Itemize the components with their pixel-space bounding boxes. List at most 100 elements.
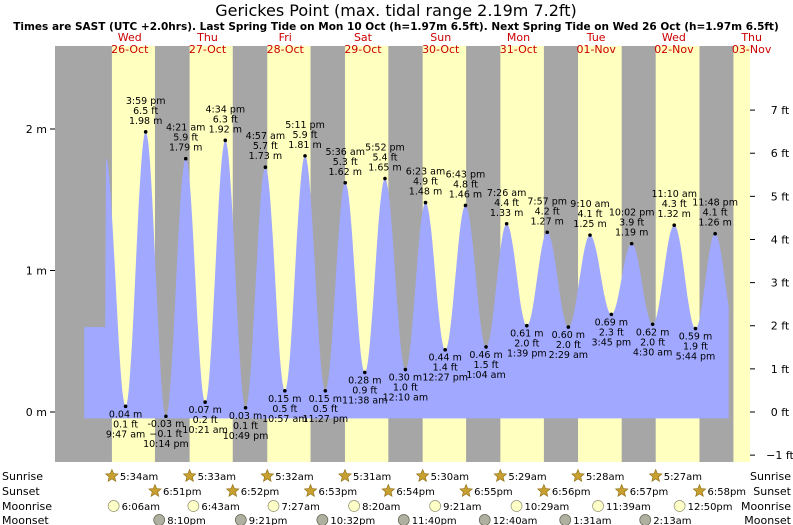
sun-icon <box>260 468 275 482</box>
moon-icon <box>397 514 410 525</box>
sunset-event: 6:58pm <box>692 483 746 498</box>
moon-icon <box>234 514 247 525</box>
tide-point <box>463 203 468 208</box>
tide-label-line: 11:38 am <box>342 395 387 406</box>
moonrise-time: 10:29am <box>525 502 570 513</box>
tide-label-line: 1.0 ft <box>393 383 418 394</box>
tide-point <box>223 138 228 143</box>
day-date-label: 29-Oct <box>344 43 382 56</box>
sunrise-event: 5:29am <box>493 468 547 483</box>
sunrise-time: 5:28am <box>586 472 624 483</box>
moonrise-time: 7:27am <box>282 502 320 513</box>
sunrise-time: 5:27am <box>664 472 702 483</box>
tide-label-line: 10:57 am <box>262 414 307 425</box>
tide-point <box>504 222 509 226</box>
moon-icon <box>429 500 441 512</box>
right-axis-label: 6 ft <box>771 147 790 160</box>
astronomy-table: Sunrise Sunrise 5:34am 5:33am 5:32am 5:31am 5:… <box>2 468 792 525</box>
day-weekday-label: Sun <box>430 31 451 44</box>
sunset-time: 6:57pm <box>630 487 669 498</box>
tide-label-line: 1.81 m <box>288 140 321 151</box>
sunrise-event: 5:30am <box>415 468 469 483</box>
moonset-row-label-right: Moonset <box>744 514 791 525</box>
tide-point <box>143 130 148 134</box>
tide-label-line: 6:43 pm <box>446 169 486 180</box>
tide-label-line: 10:02 pm <box>609 208 655 219</box>
right-axis-label: 7 ft <box>771 104 790 117</box>
moonrise-event: 10:29am <box>510 500 570 513</box>
moon-icon <box>478 514 491 525</box>
tide-label-line: 9:47 am <box>106 429 145 440</box>
moon-icon <box>639 514 652 525</box>
low-tide-marker: 0.69 m2.3 ft3:45 pm <box>592 312 631 348</box>
tide-point <box>362 370 367 375</box>
moon-icon <box>348 500 360 512</box>
tide-label-line: 1.62 m <box>329 167 362 178</box>
sun-icon <box>493 468 508 482</box>
tide-point <box>403 367 408 372</box>
right-axis-label: 5 ft <box>771 190 790 203</box>
day-date-label: 28-Oct <box>267 43 305 56</box>
tide-label-line: 7:26 am <box>487 188 526 199</box>
moonset-time: 11:40pm <box>412 516 457 525</box>
low-tide-marker: 0.46 m1.5 ft1:04 am <box>466 345 506 381</box>
day-weekday-label: Wed <box>662 31 686 44</box>
day-date-label: 03-Nov <box>732 43 772 56</box>
tide-point <box>243 405 248 410</box>
tide-label-line: 5.7 ft <box>253 141 278 152</box>
tide-point <box>203 400 207 404</box>
sunset-time: 6:52pm <box>241 487 280 498</box>
tide-point <box>164 414 168 419</box>
sun-icon <box>692 483 707 497</box>
moonset-time: 8:10pm <box>167 516 206 525</box>
chart-title: Gerickes Point (max. tidal range 2.19m 7… <box>215 1 577 20</box>
sunrise-event: 5:27am <box>648 468 702 483</box>
daylight-band <box>733 46 750 462</box>
tide-label-line: 5:52 pm <box>365 143 405 154</box>
day-weekday-label: Thu <box>196 31 218 44</box>
moonrise-event: 6:43am <box>187 500 240 513</box>
sunset-event: 6:52pm <box>225 483 280 498</box>
tide-label-line: 1.79 m <box>169 143 202 154</box>
sun-icon <box>614 483 629 497</box>
tide-label-line: 4:57 am <box>246 131 285 142</box>
high-tide-marker: 5:11 pm5.9 ft1.81 m <box>285 120 325 158</box>
high-tide-marker: 11:10 am4.3 ft1.32 m <box>651 189 697 228</box>
day-weekday-label: Thu <box>740 31 762 44</box>
chart-subtitle: Times are SAST (UTC +2.0hrs). Last Sprin… <box>13 21 779 33</box>
tide-point <box>123 404 128 409</box>
high-tide-marker: 6:43 pm4.8 ft1.46 m <box>446 169 486 208</box>
sun-icon <box>459 483 474 497</box>
sunset-event: 6:55pm <box>459 483 513 498</box>
moonset-event: 12:40am <box>478 514 537 525</box>
moonrise-event: 11:39am <box>592 500 651 513</box>
tide-label-line: 0.04 m <box>109 409 142 420</box>
tide-label-line: 7:57 pm <box>527 196 567 207</box>
sunrise-time: 5:31am <box>353 472 391 483</box>
tide-label-line: 1.32 m <box>658 209 691 220</box>
tide-label-line: 1.4 ft <box>433 363 458 374</box>
tide-label-line: 4.3 ft <box>662 199 687 210</box>
sunset-time: 6:51pm <box>163 487 202 498</box>
moonrise-event: 6:06am <box>107 500 160 513</box>
moonrise-row-label: Moonrise <box>2 500 52 513</box>
tide-label-line: 0.5 ft <box>272 404 297 415</box>
sun-icon <box>303 483 318 497</box>
sunset-time: 6:58pm <box>707 487 746 498</box>
tide-label-line: 5.9 ft <box>293 130 318 141</box>
moonset-time: 1:31am <box>573 516 611 525</box>
tide-label-line: 2.0 ft <box>556 340 581 351</box>
tide-label-line: 10:21 am <box>182 425 227 436</box>
tide-label-line: 1.98 m <box>129 116 162 127</box>
sunset-time: 6:56pm <box>552 487 591 498</box>
tide-label-line: 0.2 ft <box>193 415 218 426</box>
right-axis-label: −1 ft <box>766 449 793 462</box>
moon-icon <box>153 514 166 525</box>
tide-point <box>263 165 268 170</box>
day-date-label: 26-Oct <box>111 43 149 56</box>
tide-label-line: 4:34 pm <box>205 104 245 115</box>
